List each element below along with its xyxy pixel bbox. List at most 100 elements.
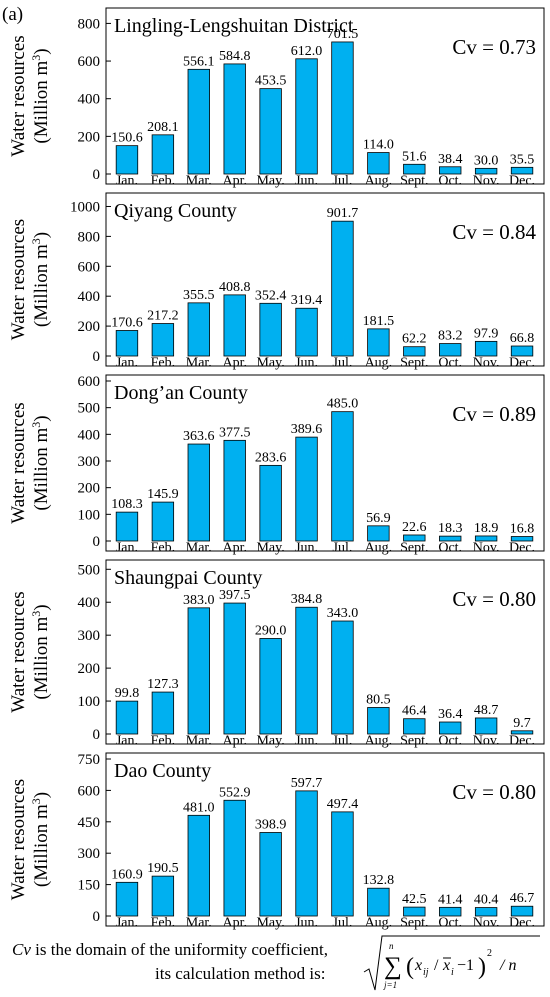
value-label: 556.1 — [183, 54, 215, 69]
plot-frame — [105, 752, 545, 927]
x-tick-label: Apr. — [222, 916, 247, 931]
value-label: 319.4 — [291, 293, 323, 308]
y-tick-label: 200 — [78, 319, 101, 335]
bar-apr — [223, 294, 246, 357]
y-tick-label: 200 — [78, 661, 101, 677]
bar-dec — [510, 905, 534, 917]
value-label: 62.2 — [402, 332, 427, 347]
y-tick-label: 300 — [78, 454, 101, 470]
value-label: 99.8 — [115, 686, 140, 701]
value-label: 453.5 — [255, 74, 287, 89]
footnote: Cv is the domain of the uniformity coeff… — [0, 930, 550, 997]
x-tick-label: May. — [256, 541, 284, 556]
footnote-line-1: Cv is the domain of the uniformity coeff… — [12, 940, 328, 960]
bar-feb — [151, 691, 175, 735]
value-label: 181.5 — [363, 314, 395, 329]
value-label: 497.4 — [327, 797, 359, 812]
bar-feb — [151, 134, 175, 175]
value-label: 18.3 — [438, 521, 463, 536]
bar-jul — [331, 620, 354, 735]
water-resources-figure: (a) 0 200 400 600 800 150.6 Jan. 208.1 Feb. 556.1… — [2, 4, 545, 931]
x-tick-label: Feb. — [151, 541, 176, 556]
value-label: 35.5 — [510, 152, 535, 167]
x-tick-label: Aug. — [365, 734, 393, 749]
bar-sept — [403, 534, 426, 542]
y-axis-label-superscript: 3 — [29, 238, 43, 244]
x-tick-label: May. — [256, 916, 284, 931]
x-tick-label: Mar. — [186, 174, 212, 189]
chart-panel-1: 0 200 400 600 800 150.6 Jan. 208.1 Feb. 556.1 Mar.… — [8, 7, 545, 189]
x-tick-label: Nov. — [473, 356, 500, 371]
panel-label: (a) — [2, 4, 23, 25]
value-label: 485.0 — [327, 397, 359, 412]
x-tick-label: Feb. — [151, 734, 176, 749]
bar-oct — [439, 721, 462, 735]
bar-nov — [474, 535, 498, 542]
plot-frame — [105, 7, 545, 185]
plot-frame — [105, 192, 545, 367]
y-axis-label-close: ) — [31, 415, 52, 421]
bar-mar — [187, 814, 210, 917]
x-tick-label: Jan. — [116, 541, 138, 556]
value-label: 481.0 — [183, 800, 215, 815]
x-tick-label: Jun. — [295, 734, 318, 749]
bar-mar — [187, 443, 210, 542]
x-tick-label: Mar. — [186, 356, 212, 371]
x-tick-label: Dec. — [509, 174, 535, 189]
y-axis-label-superscript: 3 — [29, 611, 43, 617]
formula-radical — [363, 935, 540, 991]
y-axis-label-close: ) — [31, 604, 52, 610]
y-axis-label-unit: (Million m — [31, 244, 52, 327]
bar-jan — [115, 330, 139, 357]
x-tick-label: Apr. — [222, 541, 247, 556]
chart-panel-4: 0 100 200 300 400 500 99.8 Jan. 127.3 Feb. 383.0 Ma… — [8, 559, 545, 749]
value-label: 108.3 — [111, 497, 143, 512]
value-label: 132.8 — [363, 873, 395, 888]
x-tick-label: Jan. — [116, 734, 138, 749]
y-tick-label: 100 — [78, 507, 101, 523]
cv-label: Cv = 0.89 — [452, 402, 536, 426]
bar-aug — [367, 152, 390, 175]
x-tick-label: Dec. — [509, 916, 535, 931]
bar-apr — [223, 439, 246, 542]
y-axis-label-line-1: Water resources — [8, 35, 29, 156]
bar-sept — [403, 906, 426, 917]
x-tick-label: Oct. — [438, 541, 462, 556]
y-axis-label-close: ) — [31, 232, 52, 238]
chart-title: Shaungpai County — [114, 567, 262, 589]
chart-panel-5: 0 150 300 450 600 750 160.9 Jan. 190.5 Feb. 481.0 M… — [8, 752, 545, 931]
x-tick-label: Nov. — [473, 541, 500, 556]
value-label: 160.9 — [111, 867, 143, 882]
y-tick-label: 0 — [93, 167, 101, 183]
chart-title: Lingling-Lengshuitan District — [114, 15, 354, 37]
value-label: 30.0 — [474, 153, 499, 168]
x-tick-label: Apr. — [222, 356, 247, 371]
value-label: 170.6 — [111, 315, 143, 330]
bar-sept — [403, 718, 426, 735]
value-label: 208.1 — [147, 120, 179, 135]
value-label: 46.4 — [402, 704, 427, 719]
value-label: 48.7 — [474, 703, 499, 718]
y-tick-label: 600 — [78, 259, 101, 275]
bar-nov — [474, 907, 498, 917]
value-label: 46.7 — [510, 891, 535, 906]
value-label: 398.9 — [255, 817, 287, 832]
bar-sept — [403, 346, 426, 357]
value-label: 290.0 — [255, 623, 287, 638]
bar-jan — [115, 700, 139, 735]
value-label: 56.9 — [366, 511, 391, 526]
y-tick-label: 300 — [78, 846, 101, 862]
cv-label: Cv = 0.80 — [452, 780, 536, 804]
value-label: 16.8 — [510, 522, 535, 537]
formula-close-paren: ) — [478, 954, 486, 980]
value-label: 552.9 — [219, 785, 251, 800]
x-tick-label: Sept. — [400, 174, 428, 189]
formula-sum-symbol: ∑ — [384, 953, 402, 980]
bar-may — [259, 88, 282, 175]
y-tick-label: 750 — [78, 752, 101, 768]
value-label: 145.9 — [147, 487, 179, 502]
x-tick-label: Oct. — [438, 916, 462, 931]
value-label: 217.2 — [147, 309, 179, 324]
bar-may — [259, 638, 282, 735]
bar-may — [259, 302, 282, 357]
